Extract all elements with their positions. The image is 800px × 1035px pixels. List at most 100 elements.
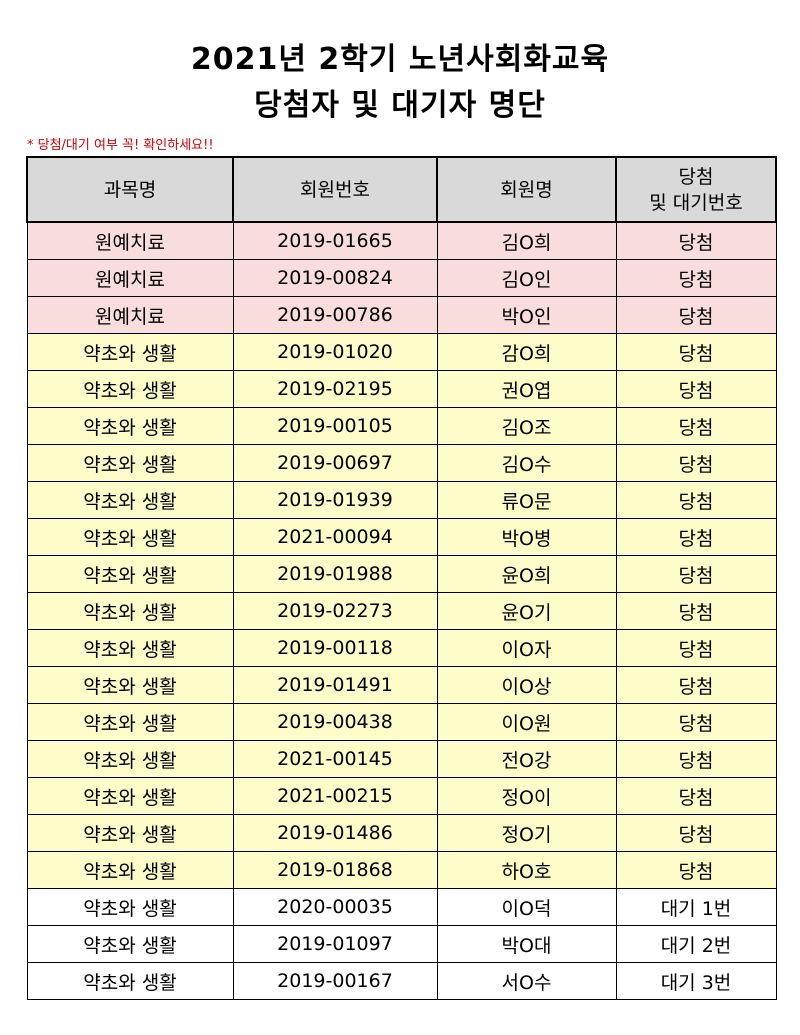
cell-status: 당첨 bbox=[615, 221, 777, 260]
cell-status: 당첨 bbox=[615, 703, 777, 741]
table-row: 약초와 생활 2019-01988 윤O희 당첨 bbox=[26, 555, 777, 593]
table-row: 약초와 생활 2021-00215 정O이 당첨 bbox=[26, 777, 777, 815]
cell-member-no: 2021-00094 bbox=[232, 518, 438, 556]
cell-status: 당첨 bbox=[615, 370, 777, 408]
cell-member-name: 류O문 bbox=[436, 481, 617, 519]
header-member-no: 회원번호 bbox=[232, 156, 438, 223]
table-row: 약초와 생활 2019-00118 이O자 당첨 bbox=[26, 629, 777, 667]
cell-course: 약초와 생활 bbox=[26, 851, 234, 889]
cell-member-no: 2019-00118 bbox=[232, 629, 438, 667]
page-title: 2021년 2학기 노년사회화교육 bbox=[190, 42, 610, 77]
cell-member-name: 서O수 bbox=[436, 962, 617, 1000]
cell-member-name: 김O희 bbox=[436, 221, 617, 260]
table-row: 약초와 생활 2019-02273 윤O기 당첨 bbox=[26, 592, 777, 630]
cell-course: 약초와 생활 bbox=[26, 777, 234, 815]
cell-course: 약초와 생활 bbox=[26, 555, 234, 593]
cell-course: 약초와 생활 bbox=[26, 814, 234, 852]
table-row: 약초와 생활 2019-00438 이O원 당첨 bbox=[26, 703, 777, 741]
cell-status: 당첨 bbox=[615, 333, 777, 371]
table-row: 약초와 생활 2019-02195 권O엽 당첨 bbox=[26, 370, 777, 408]
table-row: 원예치료 2019-00824 김O인 당첨 bbox=[26, 259, 777, 297]
cell-status: 당첨 bbox=[615, 740, 777, 778]
cell-member-no: 2019-01097 bbox=[232, 925, 438, 963]
cell-course: 원예치료 bbox=[26, 221, 234, 260]
cell-member-name: 윤O희 bbox=[436, 555, 617, 593]
notice-text: * 당첨/대기 여부 꼭! 확인하세요!! bbox=[27, 138, 214, 153]
cell-member-name: 이O자 bbox=[436, 629, 617, 667]
table-row: 원예치료 2019-01665 김O희 당첨 bbox=[26, 221, 777, 260]
cell-status: 당첨 bbox=[615, 518, 777, 556]
cell-member-no: 2019-00824 bbox=[232, 259, 438, 297]
cell-member-name: 하O호 bbox=[436, 851, 617, 889]
cell-course: 약초와 생활 bbox=[26, 444, 234, 482]
table-row: 약초와 생활 2019-00697 김O수 당첨 bbox=[26, 444, 777, 482]
cell-status: 대기 1번 bbox=[615, 888, 777, 926]
table-row: 약초와 생활 2019-01486 정O기 당첨 bbox=[26, 814, 777, 852]
table-row: 약초와 생활 2020-00035 이O덕 대기 1번 bbox=[26, 888, 777, 926]
cell-course: 약초와 생활 bbox=[26, 666, 234, 704]
cell-member-no: 2019-00105 bbox=[232, 407, 438, 445]
table-row: 약초와 생활 2019-01491 이O상 당첨 bbox=[26, 666, 777, 704]
cell-status: 당첨 bbox=[615, 407, 777, 445]
cell-member-no: 2019-01491 bbox=[232, 666, 438, 704]
cell-status: 당첨 bbox=[615, 555, 777, 593]
cell-member-name: 김O인 bbox=[436, 259, 617, 297]
cell-member-name: 윤O기 bbox=[436, 592, 617, 630]
cell-status: 당첨 bbox=[615, 777, 777, 815]
cell-member-no: 2019-02273 bbox=[232, 592, 438, 630]
cell-member-name: 김O조 bbox=[436, 407, 617, 445]
table-header-row: 과목명 회원번호 회원명 당첨 및 대기번호 bbox=[26, 156, 777, 223]
cell-member-no: 2019-01665 bbox=[232, 221, 438, 260]
cell-course: 원예치료 bbox=[26, 259, 234, 297]
header-status-line2: 및 대기번호 bbox=[649, 191, 743, 214]
table-row: 약초와 생활 2019-00105 김O조 당첨 bbox=[26, 407, 777, 445]
cell-member-no: 2019-01486 bbox=[232, 814, 438, 852]
cell-member-no: 2019-00167 bbox=[232, 962, 438, 1000]
cell-course: 약초와 생활 bbox=[26, 592, 234, 630]
cell-member-name: 정O기 bbox=[436, 814, 617, 852]
header-status-line1: 당첨 bbox=[678, 165, 714, 188]
cell-member-name: 이O원 bbox=[436, 703, 617, 741]
cell-member-name: 이O덕 bbox=[436, 888, 617, 926]
table-row: 약초와 생활 2021-00145 전O강 당첨 bbox=[26, 740, 777, 778]
cell-status: 당첨 bbox=[615, 481, 777, 519]
cell-member-name: 정O이 bbox=[436, 777, 617, 815]
cell-status: 당첨 bbox=[615, 814, 777, 852]
cell-member-no: 2019-00697 bbox=[232, 444, 438, 482]
header-status: 당첨 및 대기번호 bbox=[615, 156, 777, 223]
cell-course: 약초와 생활 bbox=[26, 370, 234, 408]
cell-member-name: 감O희 bbox=[436, 333, 617, 371]
cell-member-no: 2019-01868 bbox=[232, 851, 438, 889]
header-member-name: 회원명 bbox=[436, 156, 617, 223]
cell-member-name: 권O엽 bbox=[436, 370, 617, 408]
cell-course: 약초와 생활 bbox=[26, 333, 234, 371]
cell-status: 당첨 bbox=[615, 851, 777, 889]
cell-status: 당첨 bbox=[615, 259, 777, 297]
cell-course: 약초와 생활 bbox=[26, 962, 234, 1000]
cell-member-no: 2019-00438 bbox=[232, 703, 438, 741]
roster-table: 과목명 회원번호 회원명 당첨 및 대기번호 원예치료 2019-01665 김O희… bbox=[26, 156, 777, 1000]
cell-course: 약초와 생활 bbox=[26, 407, 234, 445]
cell-course: 약초와 생활 bbox=[26, 740, 234, 778]
cell-status: 당첨 bbox=[615, 629, 777, 667]
cell-member-no: 2019-01020 bbox=[232, 333, 438, 371]
cell-course: 약초와 생활 bbox=[26, 888, 234, 926]
cell-member-no: 2021-00215 bbox=[232, 777, 438, 815]
cell-member-no: 2019-01988 bbox=[232, 555, 438, 593]
cell-status: 당첨 bbox=[615, 296, 777, 334]
cell-status: 당첨 bbox=[615, 592, 777, 630]
cell-member-no: 2020-00035 bbox=[232, 888, 438, 926]
header-course: 과목명 bbox=[26, 156, 234, 223]
cell-member-name: 이O상 bbox=[436, 666, 617, 704]
cell-member-name: 김O수 bbox=[436, 444, 617, 482]
table-row: 약초와 생활 2019-01020 감O희 당첨 bbox=[26, 333, 777, 371]
cell-member-name: 박O병 bbox=[436, 518, 617, 556]
table-row: 원예치료 2019-00786 박O인 당첨 bbox=[26, 296, 777, 334]
cell-member-no: 2019-01939 bbox=[232, 481, 438, 519]
cell-course: 약초와 생활 bbox=[26, 629, 234, 667]
cell-status: 대기 3번 bbox=[615, 962, 777, 1000]
cell-course: 약초와 생활 bbox=[26, 481, 234, 519]
cell-member-no: 2021-00145 bbox=[232, 740, 438, 778]
cell-status: 당첨 bbox=[615, 666, 777, 704]
cell-course: 약초와 생활 bbox=[26, 703, 234, 741]
